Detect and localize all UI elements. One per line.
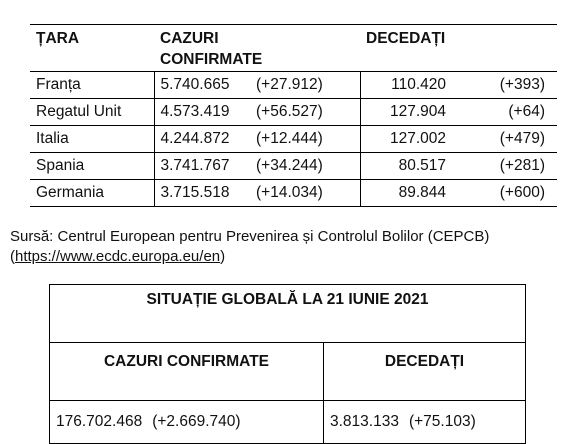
- confirmed-value: 3.715.518: [153, 179, 252, 207]
- confirmed-increase: (+27.912): [252, 71, 360, 99]
- country-table-header-row: ȚARA CAZURI CONFIRMATE DECEDAȚI: [30, 24, 558, 72]
- header-confirmed-line1: CAZURI: [160, 30, 219, 47]
- global-deaths-value: 3.813.133: [330, 413, 399, 430]
- country-name: Franța: [30, 71, 154, 99]
- confirmed-increase: (+34.244): [252, 152, 360, 180]
- confirmed-increase: (+12.444): [252, 125, 360, 153]
- confirmed-value: 5.740.665: [153, 71, 252, 99]
- header-confirmed: CAZURI CONFIRMATE: [154, 24, 360, 72]
- deaths-value: 80.517: [359, 152, 450, 180]
- table-row: Regatul Unit 4.573.419 (+56.527) 127.904…: [30, 98, 558, 126]
- global-deaths-cell: 3.813.133 (+75.103): [322, 400, 527, 444]
- table-row: Italia 4.244.872 (+12.444) 127.002 (+479…: [30, 125, 558, 153]
- deaths-increase: (+479): [450, 125, 558, 153]
- global-confirmed-value: 176.702.468: [56, 413, 143, 430]
- deaths-value: 127.002: [359, 125, 450, 153]
- global-header-deaths: DECEDAȚI: [322, 342, 527, 401]
- global-confirmed-cell: 176.702.468 (+2.669.740): [49, 400, 324, 444]
- header-deaths: DECEDAȚI: [360, 24, 558, 72]
- global-title: SITUAȚIE GLOBALĂ LA 21 IUNIE 2021: [48, 284, 527, 343]
- deaths-increase: (+600): [450, 179, 558, 207]
- global-values-row: 176.702.468 (+2.669.740) 3.813.133 (+75.10…: [49, 400, 527, 444]
- deaths-value: 127.904: [359, 98, 450, 126]
- table-row: Spania 3.741.767 (+34.244) 80.517 (+281): [30, 152, 558, 180]
- country-name: Spania: [30, 152, 154, 180]
- global-deaths-increase: (+75.103): [408, 413, 476, 430]
- source-link[interactable]: https://www.ecdc.europa.eu/en: [15, 248, 221, 265]
- confirmed-value: 3.741.767: [153, 152, 252, 180]
- confirmed-increase: (+14.034): [252, 179, 360, 207]
- table-row: Germania 3.715.518 (+14.034) 89.844 (+60…: [30, 179, 558, 207]
- global-confirmed-increase: (+2.669.740): [152, 413, 241, 430]
- header-country: ȚARA: [30, 24, 154, 72]
- deaths-increase: (+393): [450, 71, 558, 99]
- confirmed-value: 4.573.419: [153, 98, 252, 126]
- country-name: Germania: [30, 179, 154, 207]
- global-title-row: SITUAȚIE GLOBALĂ LA 21 IUNIE 2021: [48, 284, 527, 343]
- global-header-row: CAZURI CONFIRMATE DECEDAȚI: [49, 342, 527, 401]
- global-header-confirmed: CAZURI CONFIRMATE: [49, 342, 324, 401]
- deaths-value: 110.420: [359, 71, 450, 99]
- country-cases-table: ȚARA CAZURI CONFIRMATE DECEDAȚI Franța 5…: [30, 24, 558, 207]
- country-name: Italia: [30, 125, 154, 153]
- source-note: Sursă: Centrul European pentru Prevenire…: [10, 227, 570, 267]
- confirmed-value: 4.244.872: [153, 125, 252, 153]
- deaths-value: 89.844: [359, 179, 450, 207]
- source-url-open: (: [10, 248, 15, 265]
- header-confirmed-line2: CONFIRMATE: [160, 51, 263, 68]
- source-url-close: ): [220, 248, 226, 265]
- table-row: Franța 5.740.665 (+27.912) 110.420 (+393…: [30, 71, 558, 99]
- global-situation-table: SITUAȚIE GLOBALĂ LA 21 IUNIE 2021 CAZURI…: [48, 284, 527, 444]
- country-name: Regatul Unit: [30, 98, 154, 126]
- confirmed-increase: (+56.527): [252, 98, 360, 126]
- deaths-increase: (+281): [450, 152, 558, 180]
- deaths-increase: (+64): [450, 98, 558, 126]
- source-text: Sursă: Centrul European pentru Prevenire…: [10, 228, 490, 245]
